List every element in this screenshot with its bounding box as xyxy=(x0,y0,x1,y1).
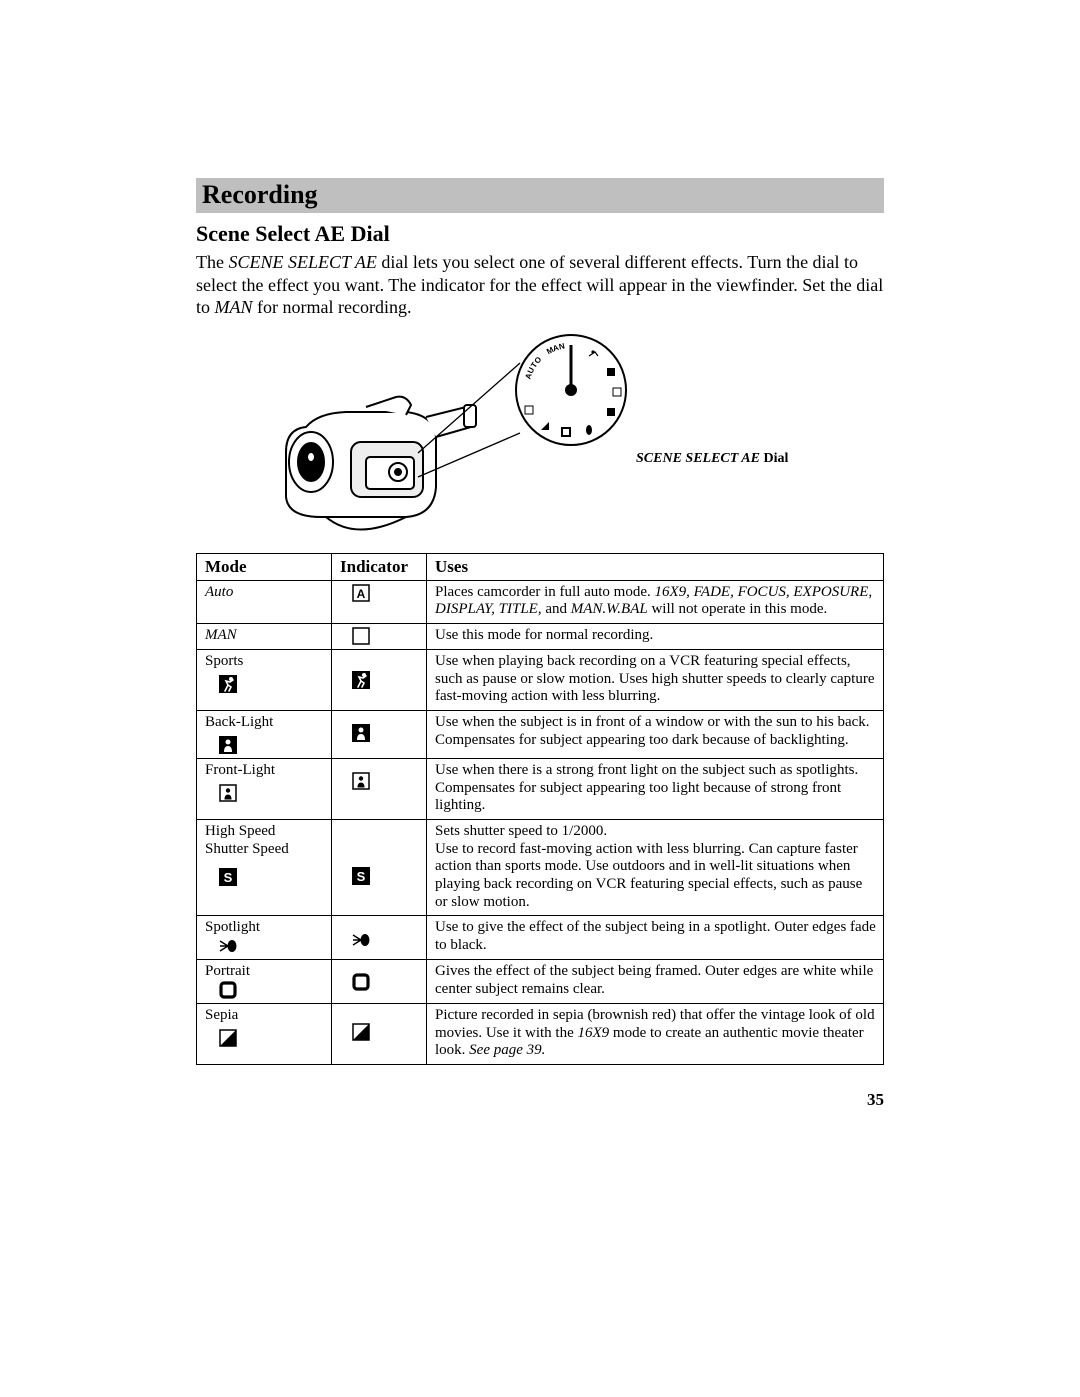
table-row: Back-Light Use when the subject is in fr… xyxy=(197,711,884,759)
mode-name-sports: Sports xyxy=(205,653,243,669)
uses-ital: MAN.W.BAL xyxy=(571,601,648,617)
intro-text: for normal recording. xyxy=(253,297,412,317)
dial-caption: SCENE SELECT AE Dial xyxy=(636,451,788,467)
intro-text: The xyxy=(196,252,228,272)
table-header-row: Mode Indicator Uses xyxy=(197,553,884,580)
spotlight-icon xyxy=(219,937,237,955)
uses-text: Use when playing back recording on a VCR… xyxy=(435,653,874,704)
uses-text: Use to record fast-moving action with le… xyxy=(435,841,877,912)
intro-man: MAN xyxy=(215,297,253,317)
auto-icon xyxy=(352,584,370,602)
uses-text: Places camcorder in full auto mode. xyxy=(435,584,655,600)
portrait-icon xyxy=(352,973,370,991)
shutter-icon xyxy=(219,868,237,886)
table-row: High Speed Shutter Speed Sets shutter sp… xyxy=(197,819,884,915)
manual-page: Recording Scene Select AE Dial The SCENE… xyxy=(0,0,1080,1397)
sports-icon xyxy=(219,675,237,693)
table-row: Spotlight Use to give the effect of the … xyxy=(197,916,884,960)
subsection-title: Scene Select AE Dial xyxy=(196,221,884,247)
header-mode: Mode xyxy=(197,553,332,580)
uses-text: will not operate in this mode. xyxy=(648,601,828,617)
intro-dial-name: SCENE SELECT AE xyxy=(228,252,376,272)
mode-name-spotlight: Spotlight xyxy=(205,919,260,935)
table-row: Sports Use when playing back recording o… xyxy=(197,650,884,711)
uses-text: Use to give the effect of the subject be… xyxy=(435,919,876,953)
mode-name-auto: Auto xyxy=(205,584,233,600)
dial-caption-name: SCENE SELECT AE xyxy=(636,451,760,466)
modes-table: Mode Indicator Uses Auto Places camcorde… xyxy=(196,553,884,1066)
shutter-icon xyxy=(352,867,370,885)
header-indicator: Indicator xyxy=(332,553,427,580)
leader-lines xyxy=(196,333,696,543)
intro-paragraph: The SCENE SELECT AE dial lets you select… xyxy=(196,251,884,319)
header-uses: Uses xyxy=(427,553,884,580)
mode-name-man: MAN xyxy=(205,627,237,643)
uses-ital: See page 39. xyxy=(469,1042,545,1058)
sepia-icon xyxy=(219,1029,237,1047)
uses-ital: 16X9 xyxy=(578,1025,610,1041)
uses-text: Use this mode for normal recording. xyxy=(435,627,653,643)
mode-name-highspeed-l2: Shutter Speed xyxy=(205,841,289,857)
table-row: Front-Light Use when there is a strong f… xyxy=(197,758,884,819)
uses-text: Gives the effect of the subject being fr… xyxy=(435,963,873,997)
portrait-icon xyxy=(219,981,237,999)
mode-name-frontlight: Front-Light xyxy=(205,762,275,778)
table-row: Portrait Gives the effect of the subject… xyxy=(197,960,884,1004)
mode-name-sepia: Sepia xyxy=(205,1007,238,1023)
page-number: 35 xyxy=(867,1090,884,1110)
backlight-icon xyxy=(352,724,370,742)
mode-name-portrait: Portrait xyxy=(205,963,250,979)
uses-text: Sets shutter speed to 1/2000. xyxy=(435,823,877,841)
sepia-icon xyxy=(352,1023,370,1041)
uses-text: and xyxy=(542,601,571,617)
uses-text: Use when the subject is in front of a wi… xyxy=(435,714,870,748)
table-row: Auto Places camcorder in full auto mode.… xyxy=(197,580,884,623)
frontlight-icon xyxy=(219,784,237,802)
man-icon xyxy=(352,627,370,645)
spotlight-icon xyxy=(352,931,370,949)
table-row: Sepia Picture recorded in sepia (brownis… xyxy=(197,1004,884,1065)
dial-caption-rest: Dial xyxy=(760,451,788,466)
figure: A U T O M A N SCENE SELECT AE Dial xyxy=(196,333,884,543)
table-row: MAN Use this mode for normal recording. xyxy=(197,623,884,649)
mode-name-backlight: Back-Light xyxy=(205,714,273,730)
uses-text: Use when there is a strong front light o… xyxy=(435,762,858,813)
section-header: Recording xyxy=(196,178,884,213)
mode-name-highspeed-l1: High Speed xyxy=(205,823,275,839)
backlight-icon xyxy=(219,736,237,754)
frontlight-icon xyxy=(352,772,370,790)
sports-icon xyxy=(352,671,370,689)
